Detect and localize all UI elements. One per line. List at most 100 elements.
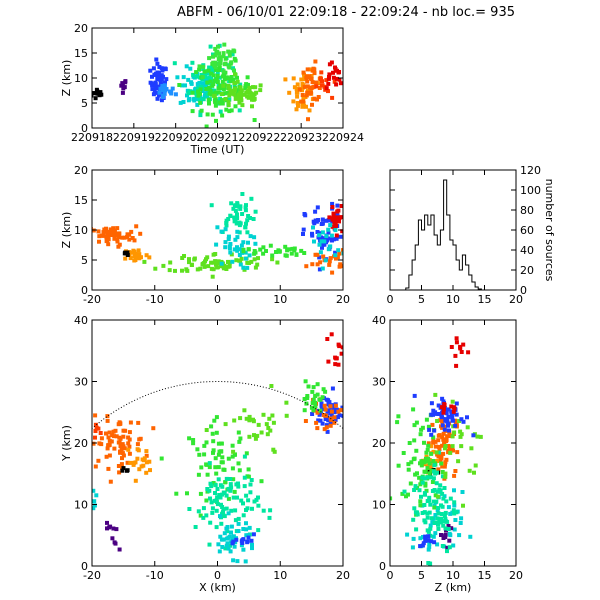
source-point	[223, 240, 228, 245]
source-point	[314, 420, 319, 425]
source-point	[439, 461, 444, 466]
source-point	[209, 484, 214, 489]
source-point	[327, 259, 332, 264]
source-point	[434, 481, 439, 486]
source-point	[330, 224, 335, 229]
source-point	[406, 492, 410, 497]
source-point	[230, 259, 235, 264]
source-point	[126, 447, 131, 452]
source-point	[244, 521, 248, 526]
source-point	[249, 196, 254, 201]
source-point	[148, 468, 152, 473]
source-point	[93, 429, 98, 433]
source-point	[295, 101, 300, 105]
source-point	[128, 420, 133, 425]
source-point	[452, 430, 457, 435]
source-point	[206, 264, 211, 269]
source-point	[400, 491, 405, 496]
source-point	[226, 511, 231, 516]
source-point	[458, 434, 463, 439]
source-point	[412, 488, 417, 492]
source-point	[253, 265, 258, 270]
source-point	[125, 460, 130, 465]
source-point	[240, 103, 245, 108]
source-point	[426, 534, 431, 539]
source-point	[233, 58, 238, 63]
source-point	[207, 461, 212, 466]
source-point	[217, 62, 222, 67]
source-point	[303, 379, 308, 384]
source-point	[444, 499, 449, 504]
source-point	[225, 536, 230, 541]
source-point	[214, 508, 219, 513]
source-point	[442, 514, 447, 518]
source-point	[243, 256, 248, 261]
source-point	[431, 440, 436, 445]
source-point	[135, 442, 140, 447]
source-point	[436, 526, 441, 531]
source-point	[213, 60, 218, 65]
source-point	[411, 407, 416, 412]
source-point	[427, 541, 432, 546]
source-point	[231, 495, 236, 500]
x-tick-label: 220918	[71, 131, 113, 144]
source-point	[329, 60, 334, 65]
source-point	[443, 533, 448, 538]
source-point	[319, 222, 324, 226]
source-point	[232, 489, 237, 494]
source-point	[236, 481, 240, 486]
source-point	[244, 527, 249, 532]
source-point	[328, 223, 333, 228]
source-point	[239, 98, 244, 103]
y-tick-label: 20	[74, 164, 88, 177]
source-point	[331, 237, 336, 242]
source-point	[224, 493, 229, 498]
source-point	[330, 386, 335, 391]
source-point	[323, 407, 328, 412]
source-point	[333, 417, 338, 422]
source-point	[334, 223, 339, 228]
source-point	[245, 540, 250, 545]
source-point	[469, 446, 474, 451]
source-point	[202, 264, 207, 269]
source-point	[264, 422, 269, 427]
source-point	[127, 444, 132, 449]
source-point	[117, 242, 122, 247]
source-point	[336, 415, 341, 420]
source-point	[192, 75, 197, 80]
source-point	[189, 81, 194, 86]
source-point	[331, 70, 335, 75]
source-point	[315, 392, 320, 397]
source-point	[250, 506, 254, 511]
source-point	[236, 430, 241, 435]
source-point	[131, 462, 136, 467]
source-point	[251, 419, 256, 424]
source-point	[313, 400, 317, 405]
source-point	[121, 453, 126, 458]
source-point	[435, 419, 440, 423]
source-point	[200, 89, 205, 93]
source-point	[334, 76, 339, 81]
source-point	[242, 408, 247, 413]
source-point	[341, 264, 343, 269]
source-point	[218, 534, 223, 539]
source-point	[102, 227, 107, 232]
source-point	[427, 544, 432, 549]
y-tick-label: 120	[520, 164, 541, 177]
x-tick-label: 220919	[113, 131, 155, 144]
source-point	[227, 93, 232, 98]
source-point	[222, 42, 227, 47]
source-point	[235, 245, 239, 250]
source-point	[175, 75, 180, 80]
source-point	[409, 460, 414, 465]
source-point	[441, 399, 446, 404]
source-point	[439, 533, 443, 537]
source-point	[117, 232, 122, 237]
source-point	[207, 488, 212, 493]
source-point	[243, 250, 248, 255]
source-point	[174, 491, 179, 496]
source-point	[305, 84, 310, 89]
source-point	[133, 478, 138, 483]
source-point	[333, 228, 338, 233]
source-point	[396, 463, 401, 468]
